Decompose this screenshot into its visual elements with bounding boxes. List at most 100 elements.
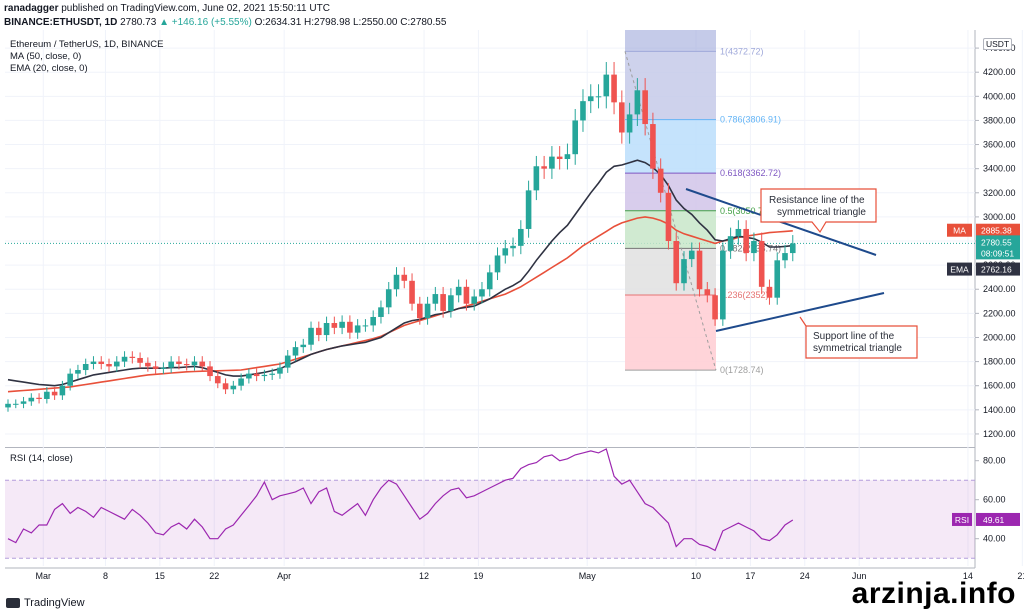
candle-body bbox=[308, 327, 314, 345]
price-tick-label: 1800.00 bbox=[983, 357, 1016, 367]
legend-ema[interactable]: EMA (20, close, 0) bbox=[10, 63, 88, 74]
candle-body bbox=[168, 361, 174, 368]
candle-body bbox=[362, 325, 369, 327]
candle-body bbox=[292, 347, 299, 356]
time-tick-label: 15 bbox=[155, 571, 165, 581]
time-tick-label: 24 bbox=[800, 571, 810, 581]
publish-line: ranadagger published on TradingView.com,… bbox=[4, 3, 330, 14]
rsi-tick-label: 60.00 bbox=[983, 495, 1006, 505]
support-trendline[interactable] bbox=[715, 292, 885, 332]
time-axis[interactable]: Mar 8 15 22 Apr 12 19 May 10 17 24 Jun 14 21 bbox=[36, 571, 1024, 581]
candle-body bbox=[316, 327, 322, 336]
candle-body bbox=[619, 102, 625, 133]
legend-ma[interactable]: MA (50, close, 0) bbox=[10, 51, 82, 62]
price-tick-label: 3000.00 bbox=[983, 212, 1016, 222]
badge-value: 2762.16 bbox=[981, 265, 1012, 275]
price-tick-label: 2400.00 bbox=[983, 284, 1016, 294]
currency-label[interactable]: USDT bbox=[983, 38, 1013, 50]
author-name[interactable]: ranadagger bbox=[4, 3, 59, 14]
candle-body bbox=[556, 156, 563, 160]
support-callout-line1: Support line of the bbox=[813, 331, 895, 342]
candle-body bbox=[145, 362, 151, 367]
candle-body bbox=[681, 259, 687, 284]
candle-body bbox=[518, 228, 524, 246]
candle-body bbox=[20, 401, 27, 404]
badge-value: 2885.38 bbox=[981, 226, 1012, 236]
rsi-panel: 40.00 60.00 80.00 RSI 49.61 bbox=[5, 448, 1020, 559]
candle-body bbox=[471, 296, 477, 304]
ohlc-values: O:2634.31 H:2798.98 L:2550.00 C:2780.55 bbox=[254, 17, 447, 28]
candle-body bbox=[494, 255, 501, 273]
tradingview-logo[interactable]: TradingView bbox=[6, 597, 85, 609]
support-callout-box[interactable] bbox=[799, 316, 918, 359]
candle-body bbox=[137, 357, 143, 363]
candle-body bbox=[5, 403, 11, 408]
candle-body bbox=[323, 323, 330, 336]
badge-bg bbox=[976, 235, 1020, 260]
fibonacci-retracement[interactable]: 1(4372.72) 0.786(3806.91) 0.618(3362.72) 0.… bbox=[624, 30, 781, 375]
candle-body bbox=[580, 101, 586, 121]
rsi-value-bg bbox=[976, 512, 1020, 526]
price-change: ▲ +146.16 (+5.55%) bbox=[159, 17, 252, 28]
candle-body bbox=[51, 391, 58, 396]
rsi-tick-label: 40.00 bbox=[983, 534, 1006, 544]
candle-body bbox=[253, 373, 260, 377]
time-tick-label: Mar bbox=[36, 571, 52, 581]
legend-rsi[interactable]: RSI (14, close) bbox=[10, 453, 73, 464]
fib-label: 0.618(3362.72) bbox=[720, 168, 781, 178]
rsi-line bbox=[7, 448, 794, 552]
candle-body bbox=[417, 303, 423, 319]
price-tick-label: 4000.00 bbox=[983, 91, 1016, 101]
fib-zone bbox=[625, 119, 716, 174]
candlesticks bbox=[5, 62, 796, 412]
candle-body bbox=[603, 74, 610, 97]
candle-body bbox=[230, 385, 237, 390]
rsi-tick-label: 80.00 bbox=[983, 456, 1006, 466]
candle-body bbox=[688, 250, 695, 260]
candle-body bbox=[549, 156, 555, 169]
candle-body bbox=[370, 316, 376, 326]
badge-tag-bg bbox=[947, 262, 972, 276]
candle-body bbox=[611, 74, 617, 103]
time-tick-label: Apr bbox=[277, 571, 291, 581]
candle-body bbox=[82, 364, 89, 371]
candle-body bbox=[199, 361, 206, 367]
fib-label: 0.236(2352) bbox=[720, 290, 769, 300]
candle-body bbox=[448, 295, 454, 311]
price-tick-label: 2000.00 bbox=[983, 332, 1016, 342]
candle-body bbox=[696, 250, 703, 290]
candle-body bbox=[720, 250, 726, 320]
fib-label: 1(4372.72) bbox=[720, 46, 764, 56]
candle-body bbox=[455, 286, 462, 296]
candle-body bbox=[727, 236, 734, 251]
candle-body bbox=[12, 403, 19, 405]
time-tick-label: May bbox=[579, 571, 597, 581]
watermark: arzinja.info bbox=[851, 577, 1016, 610]
symbol-label: BINANCE:ETHUSDT, 1D bbox=[4, 17, 118, 28]
candle-body bbox=[214, 376, 221, 384]
tradingview-logo-icon bbox=[6, 598, 20, 608]
candle-body bbox=[106, 364, 112, 367]
candle-body bbox=[44, 391, 50, 399]
candle-body bbox=[486, 272, 493, 290]
candle-body bbox=[463, 286, 470, 304]
fib-label: 0.5(3050.72) bbox=[720, 206, 771, 216]
candle-body bbox=[191, 361, 198, 366]
candle-body bbox=[129, 356, 136, 358]
resistance-callout-box[interactable] bbox=[760, 188, 877, 234]
rsi-tag-bg bbox=[952, 512, 972, 526]
fib-label: 0(1728.74) bbox=[720, 365, 764, 375]
candle-body bbox=[743, 228, 749, 254]
candle-body bbox=[121, 356, 128, 362]
candle-body bbox=[587, 96, 594, 102]
candle-body bbox=[222, 383, 229, 390]
candle-body bbox=[572, 120, 579, 155]
candle-body bbox=[75, 370, 81, 374]
candle-body bbox=[378, 307, 384, 317]
badge-value: 2780.55 bbox=[981, 237, 1012, 247]
candle-body bbox=[479, 289, 485, 297]
candle-body bbox=[401, 274, 408, 281]
candle-body bbox=[98, 361, 105, 365]
ohlc-line: BINANCE:ETHUSDT, 1D 2780.73 ▲ +146.16 (+… bbox=[4, 17, 446, 28]
